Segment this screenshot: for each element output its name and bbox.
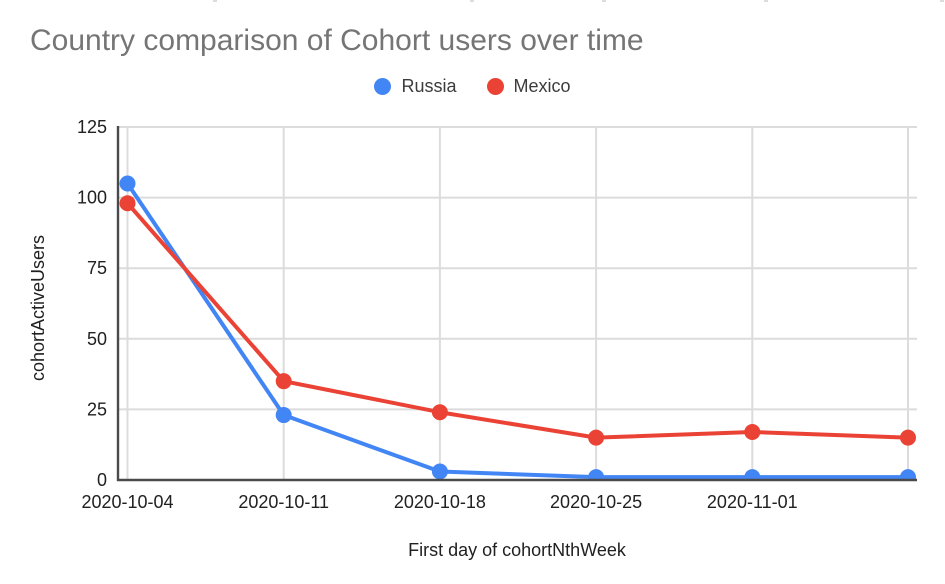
data-point-mexico-0 — [119, 195, 136, 212]
data-point-mexico-4 — [744, 423, 761, 440]
data-point-mexico-5 — [900, 429, 916, 446]
legend-item-russia: Russia — [374, 76, 457, 96]
series-line-mexico — [125, 201, 910, 440]
data-point-russia-1 — [275, 407, 292, 424]
data-point-russia-2 — [431, 463, 448, 480]
x-axis-title: First day of cohortNthWeek — [408, 540, 627, 560]
y-tick-label: 75 — [87, 258, 107, 278]
legend-label-russia: Russia — [401, 76, 457, 96]
data-point-mexico-1 — [275, 373, 292, 390]
x-tick-label: 2020-10-25 — [550, 492, 642, 512]
x-tick-label: 2020-11-01 — [707, 492, 798, 512]
x-tick-label: 2020-10-04 — [81, 492, 173, 512]
top-edge-artifact — [213, 0, 217, 2]
top-edge-artifact — [602, 0, 606, 2]
x-tick-label: 2020-10-18 — [394, 492, 486, 512]
y-tick-label: 100 — [77, 188, 107, 208]
data-point-russia-4 — [744, 469, 761, 480]
data-point-mexico-2 — [431, 404, 448, 421]
x-tick-label: 2020-10-11 — [238, 492, 329, 512]
data-point-russia-3 — [588, 469, 605, 480]
y-tick-label: 125 — [77, 117, 107, 137]
y-axis-title: cohortActiveUsers — [28, 235, 48, 381]
top-edge-artifact — [764, 0, 768, 2]
y-tick-label: 50 — [87, 329, 107, 349]
legend-marker-mexico-icon — [486, 77, 504, 95]
top-edge-artifact — [940, 0, 944, 2]
legend-item-mexico: Mexico — [486, 76, 571, 96]
chart-legend: Russia Mexico — [0, 77, 945, 95]
data-point-russia-5 — [900, 469, 916, 480]
legend-label-mexico: Mexico — [513, 76, 571, 96]
chart-title: Country comparison of Cohort users over … — [30, 24, 644, 57]
y-tick-label: 0 — [97, 470, 107, 490]
legend-marker-russia-icon — [374, 77, 392, 95]
top-edge-artifact — [470, 0, 474, 2]
series-group — [119, 175, 916, 480]
data-point-russia-0 — [119, 175, 136, 192]
data-point-mexico-3 — [588, 429, 605, 446]
series-line-russia — [125, 181, 910, 480]
y-tick-label: 25 — [87, 399, 107, 419]
